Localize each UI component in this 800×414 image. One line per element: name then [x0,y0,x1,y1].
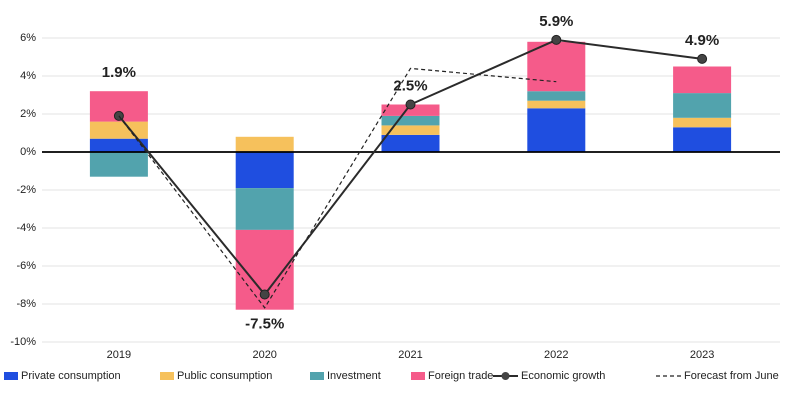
bar-segment [235,152,294,189]
y-tick-label: -6% [16,260,36,272]
data-label: 5.9% [539,13,573,30]
bar-segment [673,117,732,128]
bar-segment [235,136,294,152]
legend-swatch [4,372,18,380]
data-label: -7.5% [245,315,284,332]
x-tick-label: 2019 [107,349,131,361]
y-tick-label: -2% [16,184,36,196]
data-label: 1.9% [102,64,136,81]
marker [259,289,270,300]
y-tick-label: -8% [16,298,36,310]
legend-swatch [411,372,425,380]
legend-label: Forecast from June [684,370,779,382]
marker [405,99,416,110]
y-tick-label: 0% [20,146,36,158]
bar-segment [89,121,148,139]
bar-segment [527,41,586,92]
legend-marker [501,372,510,380]
marker [697,53,708,64]
bar-segment [381,104,440,116]
bar-segment [673,66,732,94]
bar-segment [381,115,440,126]
y-tick-label: -4% [16,222,36,234]
legend-label: Economic growth [521,370,605,382]
x-tick-label: 2023 [690,349,714,361]
line [118,67,557,309]
y-tick-label: 2% [20,108,36,120]
y-tick-label: 4% [20,70,36,82]
bar-segment [527,100,586,109]
legend-label: Private consumption [21,370,121,382]
bar-segment [673,93,732,118]
legend-swatch [310,372,324,380]
bar-segment [673,127,732,152]
legend-label: Foreign trade [428,370,493,382]
legend-label: Public consumption [177,370,272,382]
y-tick-label: 6% [20,32,36,44]
y-tick-label: -10% [10,336,36,348]
bar-segment [89,152,148,177]
x-tick-label: 2022 [544,349,568,361]
x-tick-label: 2020 [252,349,276,361]
bar-segment [527,91,586,101]
bar-segment [381,125,440,135]
bar-segment [527,108,586,152]
data-label: 4.9% [685,32,719,49]
marker [551,34,562,45]
data-label: 2.5% [393,77,427,94]
x-tick-label: 2021 [398,349,422,361]
legend-label: Investment [327,370,381,382]
bar-segment [235,188,294,230]
bar-segment [89,138,148,152]
legend-swatch [160,372,174,380]
bar-segment [381,134,440,152]
